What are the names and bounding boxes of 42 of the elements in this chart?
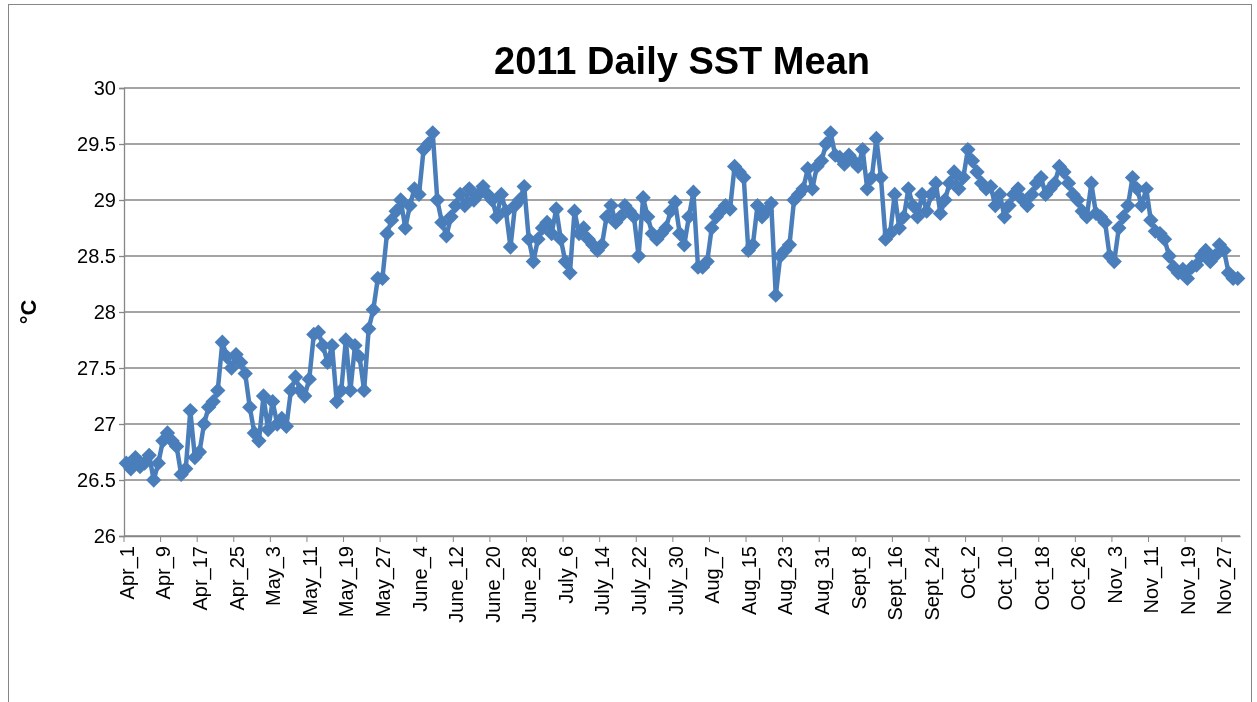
x-tick-label: June_28	[518, 546, 542, 623]
y-tick-label: 27	[93, 412, 116, 435]
x-tick-label: Oct_10	[993, 546, 1017, 611]
x-tick-label: May_3	[262, 546, 286, 607]
x-tick-label: Nov_3	[1103, 546, 1127, 604]
x-tick-label: Nov_19	[1176, 546, 1200, 615]
x-tick-label: Sept_8	[847, 546, 871, 610]
x-tick-label: June_4	[408, 546, 432, 612]
x-tick-label: Oct_26	[1067, 546, 1091, 611]
y-axis-title: °C	[16, 299, 41, 325]
x-tick-label: Apr_9	[152, 546, 176, 600]
x-tick-label: Oct_2	[957, 546, 981, 600]
x-tick-label: Aug_7	[701, 546, 725, 604]
x-tick-label: Apr_1	[115, 546, 139, 600]
y-tick-label: 30	[93, 76, 116, 99]
x-tick-label: May_11	[298, 546, 322, 616]
x-tick-label: Apr_17	[188, 546, 212, 611]
x-tick-label: July_6	[554, 546, 578, 604]
y-tick-label: 27.5	[77, 356, 116, 379]
x-tick-label: Sept_24	[920, 546, 944, 621]
y-tick-label: 29.5	[77, 132, 116, 155]
x-tick-label: May_27	[371, 546, 395, 618]
x-tick-label: June_20	[481, 546, 505, 623]
x-tick-label: Oct_18	[1030, 546, 1054, 611]
x-tick-label: Aug_15	[737, 546, 761, 615]
y-tick-label: 28.5	[77, 244, 116, 267]
x-tick-label: Sept_16	[884, 546, 908, 621]
x-tick-label: July_14	[591, 546, 615, 615]
chart-title: 2011 Daily SST Mean	[494, 40, 870, 82]
y-tick-label: 28	[93, 300, 116, 323]
x-tick-label: May_19	[335, 546, 359, 618]
x-tick-label: Nov_27	[1213, 546, 1237, 615]
y-tick-label: 29	[93, 188, 116, 211]
x-tick-label: July_30	[664, 546, 688, 615]
x-tick-label: Aug_31	[811, 546, 834, 615]
x-tick-label: Apr_25	[225, 546, 249, 611]
x-tick-label: July_22	[628, 546, 652, 615]
x-tick-label: June_12	[445, 546, 469, 623]
x-tick-label: Nov_11	[1140, 546, 1164, 614]
y-tick-label: 26	[93, 524, 116, 547]
y-tick-label: 26.5	[77, 468, 116, 491]
x-tick-label: Aug_23	[774, 546, 798, 615]
